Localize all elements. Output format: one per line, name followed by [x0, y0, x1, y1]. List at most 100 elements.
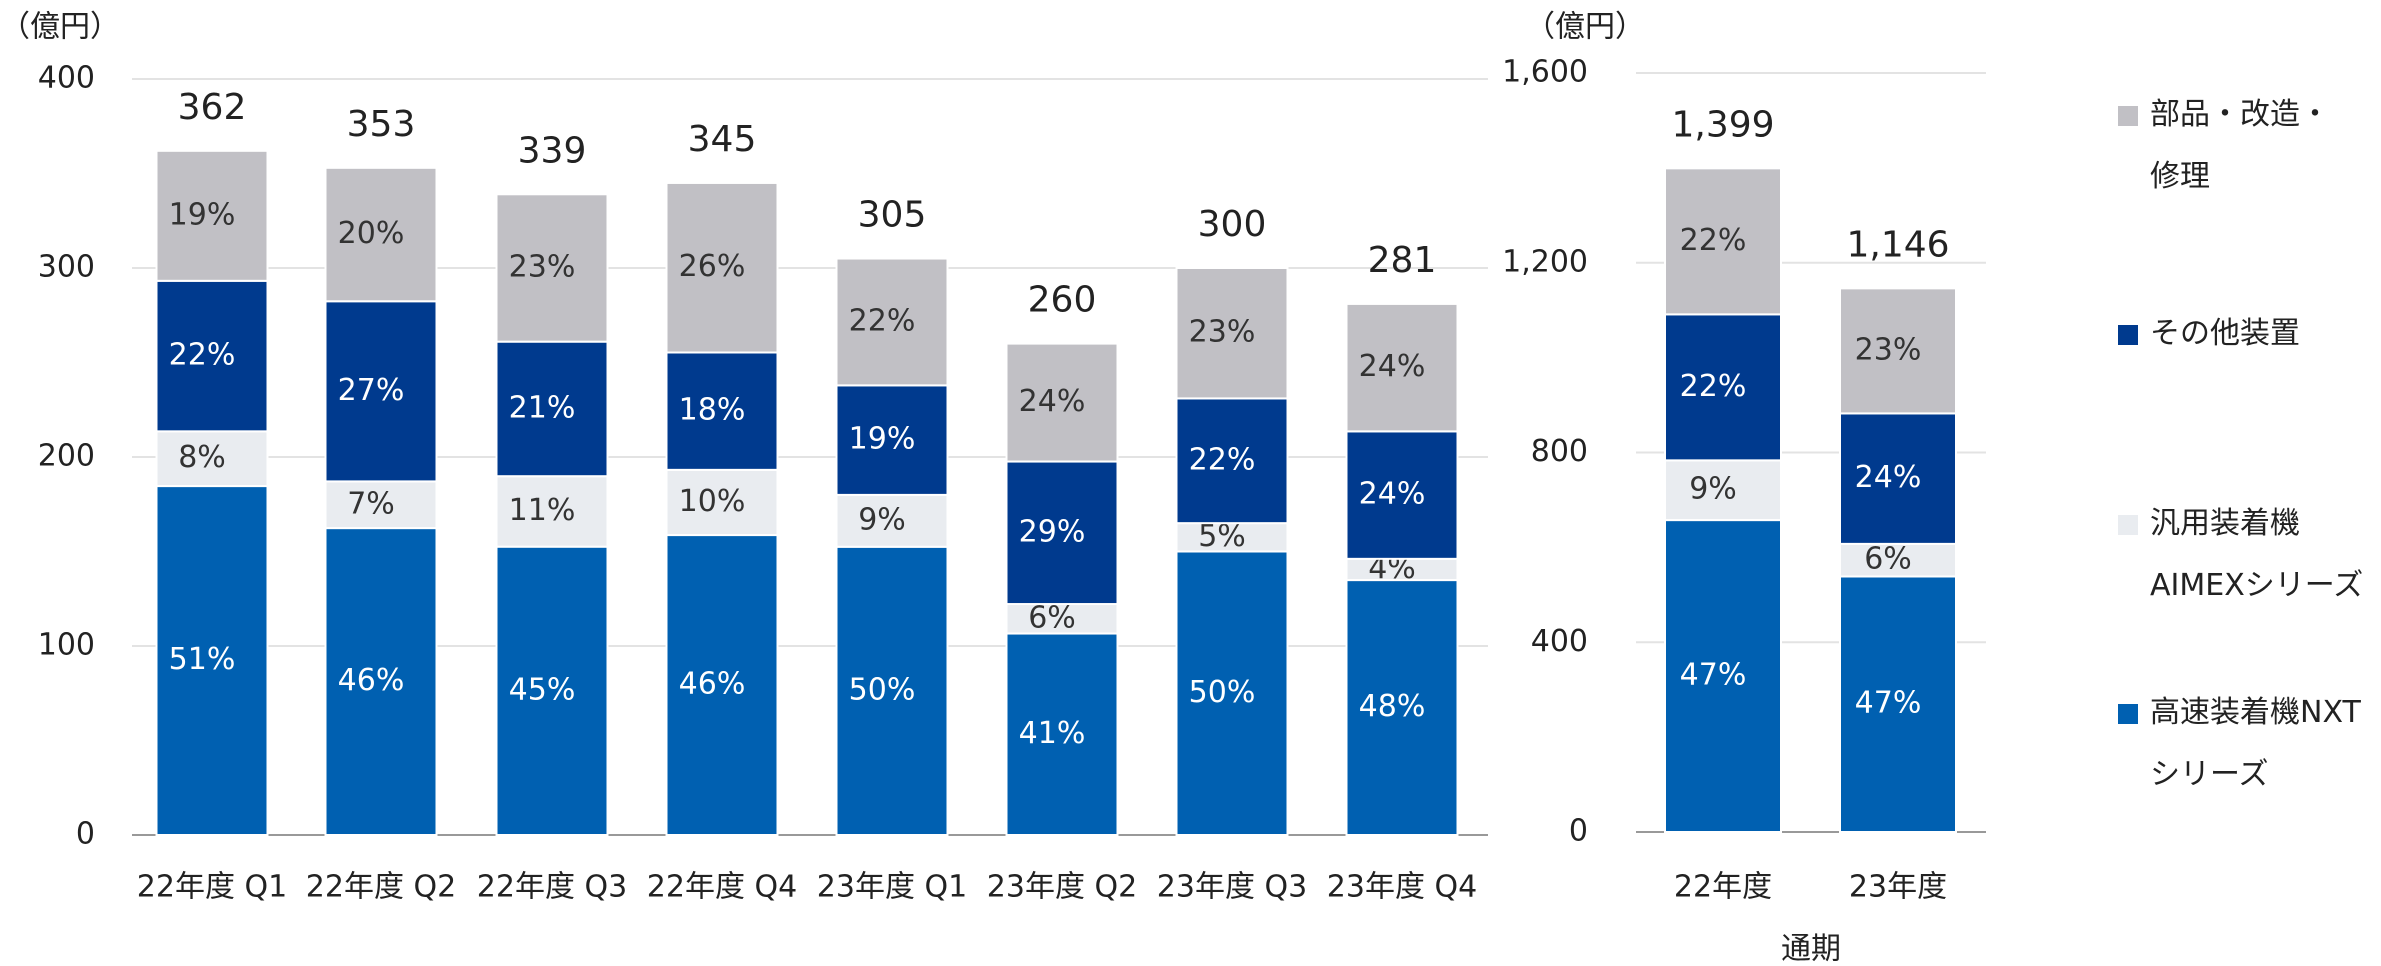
y-tick-label: 1,600 [1502, 55, 1588, 90]
bar-segment [835, 545, 949, 837]
segment-label: 22% [849, 303, 916, 338]
bar-segment [835, 493, 949, 548]
x-tick-label: 23年度 Q4 [1327, 870, 1477, 905]
legend-label: 高速装着機NXT シリーズ [2150, 695, 2361, 792]
legend-swatch [2118, 325, 2138, 345]
segment-label: 50% [1189, 675, 1256, 710]
bar-segment [1005, 460, 1119, 606]
segment-label: 9% [858, 502, 906, 537]
y-tick-label: 400 [38, 61, 95, 96]
bar-segment [1005, 342, 1119, 463]
legend-label: 部品・改造・ 修理 [2150, 97, 2330, 194]
segment-label: 46% [679, 667, 746, 702]
segment-label: 9% [1689, 472, 1737, 507]
legend-item: 部品・改造・ 修理 [2118, 84, 2330, 208]
segment-label: 22% [1680, 223, 1747, 258]
bar-segment [155, 149, 269, 282]
segment-label: 46% [338, 663, 405, 698]
bar-segment [665, 351, 779, 471]
segment-label: 22% [1189, 442, 1256, 477]
legend-swatch [2118, 515, 2138, 535]
segment-label: 50% [849, 672, 916, 707]
segment-label: 23% [1855, 332, 1922, 367]
bar-segment [1664, 313, 1782, 462]
legend-swatch [2118, 106, 2138, 126]
segment-label: 29% [1019, 514, 1086, 549]
bar-segment [1345, 579, 1459, 836]
y-axis-title: （億円） [0, 10, 120, 45]
bar-segment [155, 485, 269, 836]
legend-item: 高速装着機NXT シリーズ [2118, 682, 2361, 806]
x-tick-label: 23年度 Q3 [1157, 870, 1307, 905]
total-label: 353 [347, 104, 416, 145]
total-label: 305 [858, 195, 927, 236]
bar-segment [1175, 397, 1289, 525]
x-tick-label: 23年度 [1849, 870, 1947, 905]
legend-swatch [2118, 704, 2138, 724]
bar-segment [155, 430, 269, 488]
bar-segment [495, 545, 609, 836]
total-label: 1,146 [1846, 224, 1949, 265]
segment-label: 7% [347, 486, 395, 521]
bar-segment [1175, 550, 1289, 836]
segment-label: 24% [1359, 349, 1426, 384]
bar-segment [1345, 302, 1459, 433]
bar-segment [1005, 603, 1119, 635]
x-tick-label: 23年度 Q1 [817, 870, 967, 905]
bar-segment [1839, 542, 1957, 578]
bar-segment [495, 193, 609, 343]
segment-label: 10% [679, 484, 746, 519]
segment-label: 22% [169, 338, 236, 373]
x-tick-label: 22年度 Q4 [647, 870, 797, 905]
legend-label: その他装置 [2150, 316, 2300, 351]
total-label: 1,399 [1671, 104, 1774, 145]
y-tick-label: 0 [1569, 814, 1588, 849]
legend-label: 汎用装着機 AIMEXシリーズ [2150, 506, 2364, 603]
x-tick-label: 22年度 Q2 [306, 870, 456, 905]
bar-segment [665, 181, 779, 354]
y-tick-label: 200 [38, 439, 95, 474]
segment-label: 47% [1680, 658, 1747, 693]
y-tick-label: 100 [38, 628, 95, 663]
segment-label: 23% [1189, 315, 1256, 350]
segment-label: 19% [849, 422, 916, 457]
total-label: 281 [1368, 240, 1437, 281]
total-label: 339 [518, 130, 587, 171]
segment-label: 22% [1680, 369, 1747, 404]
bar-segment [495, 475, 609, 548]
bar-segment [1664, 519, 1782, 834]
segment-label: 11% [509, 493, 576, 528]
segment-label: 45% [509, 672, 576, 707]
legend-item: 汎用装着機 AIMEXシリーズ [2118, 493, 2363, 617]
segment-label: 47% [1855, 686, 1922, 721]
bar-segment [1005, 632, 1119, 836]
segment-label: 5% [1198, 519, 1246, 554]
segment-label: 18% [679, 393, 746, 428]
x-axis-title: 通期 [1781, 932, 1841, 966]
segment-label: 21% [509, 390, 576, 425]
segment-label: 23% [509, 249, 576, 284]
bar-segment [835, 257, 949, 387]
segment-label: 24% [1359, 477, 1426, 512]
segment-label: 51% [169, 642, 236, 677]
bar-segment [1839, 287, 1957, 415]
y-tick-label: 0 [76, 817, 95, 852]
segment-label: 19% [169, 197, 236, 232]
bar-segment [665, 534, 779, 836]
y-axis-title: （億円） [1525, 10, 1645, 45]
segment-label: 41% [1019, 716, 1086, 751]
x-tick-label: 22年度 [1674, 870, 1772, 905]
segment-label: 24% [1019, 384, 1086, 419]
y-tick-label: 300 [38, 250, 95, 285]
total-label: 345 [688, 119, 757, 160]
bar-segment [495, 340, 609, 478]
bar-segment [324, 166, 438, 303]
bar-segment [324, 300, 438, 483]
y-tick-label: 800 [1531, 434, 1588, 469]
bar-segment [1839, 575, 1957, 833]
x-tick-label: 23年度 Q2 [987, 870, 1137, 905]
bar-segment [835, 384, 949, 496]
total-label: 260 [1028, 280, 1097, 321]
